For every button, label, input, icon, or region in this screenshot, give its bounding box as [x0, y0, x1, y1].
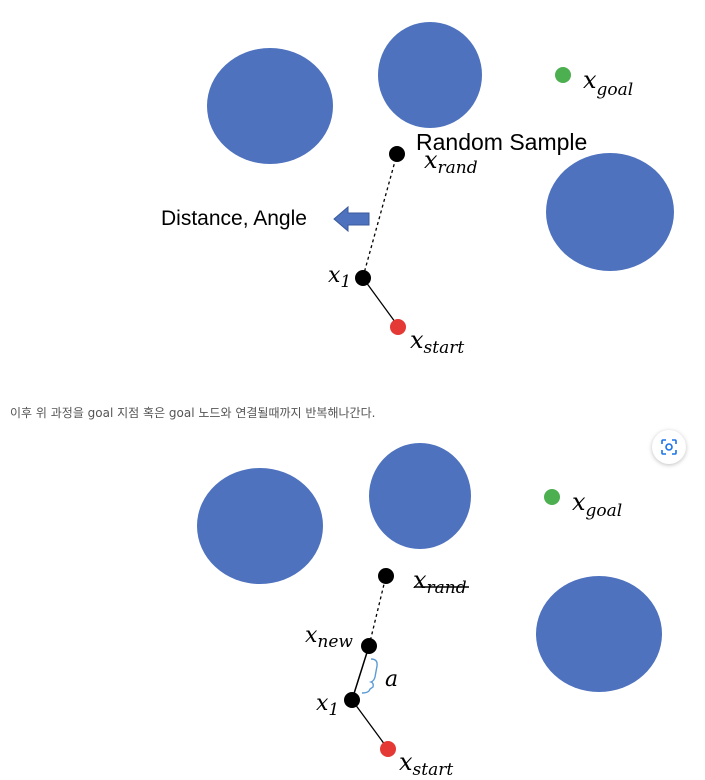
obstacle-circle — [378, 22, 482, 128]
obstacle-circle — [536, 576, 662, 692]
left-arrow-icon — [333, 205, 370, 233]
tree-edge — [351, 699, 389, 750]
start-node — [380, 741, 396, 757]
image-search-icon — [661, 439, 677, 455]
x-1-node — [344, 692, 360, 708]
obstacle-circle — [369, 443, 471, 549]
x-goal-label: xgoal — [583, 66, 633, 100]
step-size-label: a — [385, 667, 398, 692]
start-node — [390, 319, 406, 335]
distance-angle-label: Distance, Angle — [161, 207, 307, 230]
x-1-label: x1 — [316, 691, 339, 720]
sample-direction-dotted-line — [368, 575, 387, 647]
x-start-label: xstart — [410, 326, 464, 358]
x-rand-label: xrand — [424, 146, 478, 178]
x-rand-node — [389, 146, 405, 162]
rrt-extend-diagram: xgoal xrand xnew a x1 xstart — [0, 430, 705, 780]
tree-edge — [362, 277, 399, 327]
obstacle-circle — [207, 48, 333, 164]
image-search-button[interactable] — [652, 430, 686, 464]
caption-text: 이후 위 과정을 goal 지점 혹은 goal 노드와 연결될때까지 반복해나… — [10, 406, 376, 420]
step-size-bracket — [361, 658, 378, 694]
goal-node — [555, 67, 571, 83]
rrt-sample-diagram: xgoal Random Sample xrand Distance, Angl… — [0, 0, 705, 380]
x-new-label: xnew — [305, 623, 353, 652]
x-start-label: xstart — [399, 748, 453, 780]
obstacle-circle — [546, 153, 674, 271]
x-1-label: x1 — [328, 263, 351, 292]
obstacle-circle — [197, 468, 323, 584]
new-edge — [351, 645, 370, 701]
x-new-node — [361, 638, 377, 654]
x-rand-label: xrand — [413, 566, 467, 598]
goal-node — [544, 489, 560, 505]
random-sample-label: Random Sample — [416, 129, 587, 155]
x-1-node — [355, 270, 371, 286]
x-goal-label: xgoal — [572, 488, 622, 521]
x-rand-node — [378, 568, 394, 584]
